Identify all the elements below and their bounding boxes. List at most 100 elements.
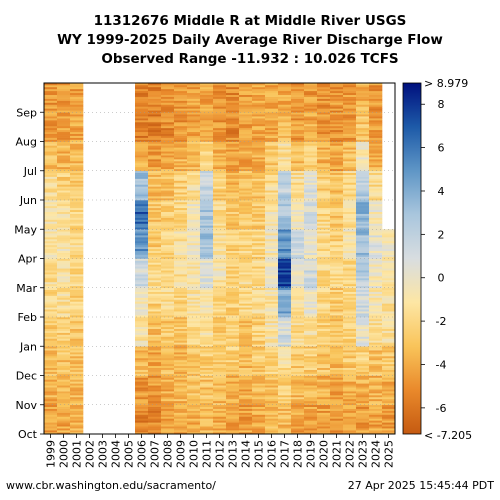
heatmap-cell (369, 123, 383, 127)
heatmap-cell (135, 213, 149, 216)
heatmap-cell (291, 430, 305, 433)
heatmap-cell (213, 164, 227, 168)
heatmap-cell (369, 389, 383, 392)
heatmap-cell (57, 246, 71, 250)
heatmap-cell (265, 361, 279, 365)
heatmap-cell (317, 235, 331, 238)
heatmap-cell (382, 246, 396, 250)
heatmap-cell (369, 182, 383, 185)
heatmap-cell (226, 178, 240, 181)
x-tick-label-2007: 2007 (149, 440, 162, 468)
heatmap-cell (343, 188, 357, 191)
heatmap-cell (174, 198, 188, 201)
heatmap-cell (226, 428, 240, 431)
heatmap-cell (174, 367, 188, 370)
heatmap-cell (135, 153, 149, 156)
heatmap-cell (356, 354, 370, 357)
heatmap-cell (226, 227, 240, 230)
heatmap-cell (213, 88, 227, 92)
heatmap-cell (278, 133, 292, 136)
heatmap-cell (356, 324, 370, 328)
heatmap-cell (213, 159, 227, 162)
heatmap-cell (213, 182, 227, 185)
heatmap-cell (148, 422, 162, 425)
heatmap-cell (304, 147, 318, 150)
heatmap-cell (369, 256, 383, 259)
heatmap-cell (135, 215, 149, 218)
heatmap-cell (317, 402, 331, 406)
heatmap-cell (239, 408, 253, 411)
heatmap-cell (278, 428, 292, 431)
heatmap-cell (265, 346, 279, 349)
heatmap-cell (174, 170, 188, 173)
heatmap-cell (369, 301, 383, 304)
heatmap-cell (213, 184, 227, 187)
heatmap-cell (317, 96, 331, 99)
heatmap-cell (356, 340, 370, 343)
heatmap-cell (174, 120, 188, 123)
heatmap-cell (239, 246, 253, 250)
heatmap-cell (70, 215, 84, 218)
heatmap-cell (369, 108, 383, 111)
heatmap-cell (174, 254, 188, 257)
heatmap-cell (161, 217, 175, 220)
heatmap-cell (304, 248, 318, 251)
heatmap-cell (44, 393, 58, 396)
heatmap-cell (252, 313, 266, 316)
heatmap-cell (239, 250, 253, 253)
heatmap-cell (265, 354, 279, 357)
heatmap-cell (44, 116, 58, 119)
heatmap-cell (161, 205, 175, 209)
heatmap-cell (317, 428, 331, 431)
heatmap-cell (343, 428, 357, 431)
heatmap-cell (369, 139, 383, 142)
heatmap-cell (187, 318, 201, 322)
heatmap-cell (369, 305, 383, 308)
heatmap-cell (187, 98, 201, 101)
heatmap-cell (343, 170, 357, 173)
heatmap-cell (317, 120, 331, 123)
heatmap-cell (44, 162, 58, 166)
heatmap-cell (148, 233, 162, 236)
heatmap-cell (57, 260, 71, 263)
heatmap-cell (161, 389, 175, 392)
heatmap-cell (57, 135, 71, 138)
heatmap-cell (278, 170, 292, 173)
heatmap-cell (200, 346, 214, 349)
heatmap-cell (57, 276, 71, 279)
heatmap-cell (57, 367, 71, 370)
heatmap-cell (148, 363, 162, 367)
heatmap-cell (343, 207, 357, 211)
heatmap-cell (57, 428, 71, 431)
heatmap-cell (369, 147, 383, 150)
heatmap-cell (148, 385, 162, 388)
heatmap-cell (148, 120, 162, 123)
heatmap-cell (161, 371, 175, 374)
heatmap-cell (356, 100, 370, 103)
heatmap-cell (330, 118, 344, 121)
heatmap-cell (317, 361, 331, 365)
heatmap-cell (187, 379, 201, 382)
heatmap-cell (343, 412, 357, 415)
heatmap-cell (226, 381, 240, 384)
heatmap-cell (200, 122, 214, 125)
heatmap-cell (278, 262, 292, 265)
heatmap-cell (265, 225, 279, 228)
heatmap-cell (239, 389, 253, 392)
heatmap-cell (135, 309, 149, 312)
heatmap-cell (239, 100, 253, 103)
heatmap-cell (265, 268, 279, 271)
heatmap-cell (252, 205, 266, 209)
heatmap-cell (369, 110, 383, 113)
heatmap-cell (369, 274, 383, 277)
heatmap-cell (278, 254, 292, 257)
heatmap-cell (265, 406, 279, 409)
heatmap-cell (278, 309, 292, 312)
heatmap-cell (304, 309, 318, 312)
heatmap-cell (174, 92, 188, 95)
heatmap-cell (148, 239, 162, 242)
heatmap-cell (304, 404, 318, 407)
heatmap-cell (135, 135, 149, 138)
heatmap-cell (161, 143, 175, 146)
heatmap-cell (57, 317, 71, 320)
